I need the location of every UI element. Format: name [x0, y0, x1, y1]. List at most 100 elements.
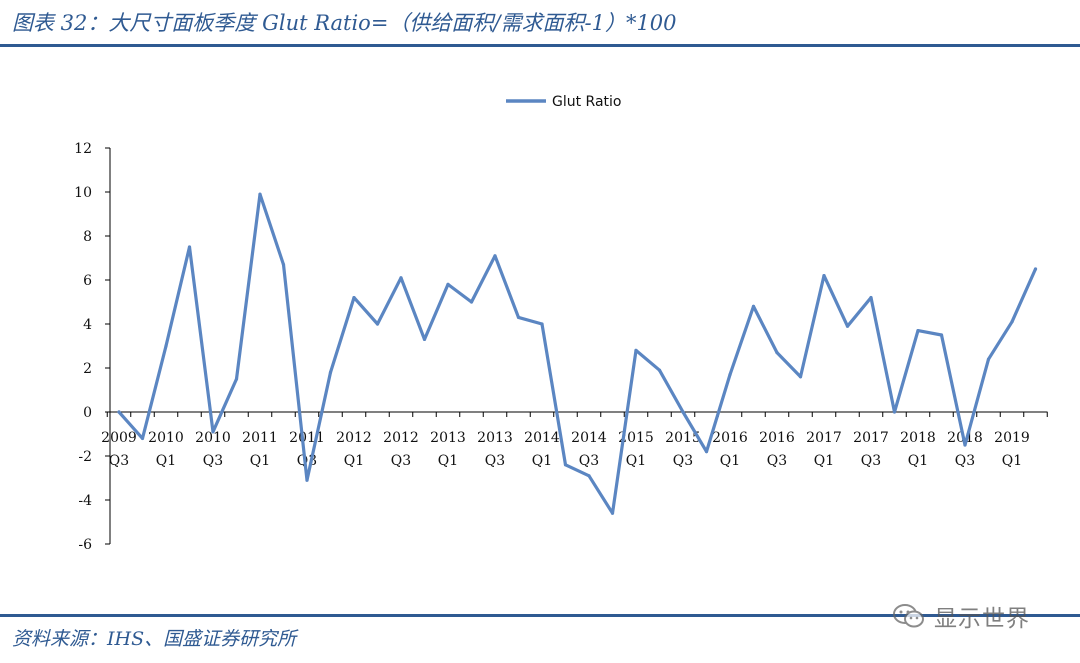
data-point — [187, 245, 192, 249]
x-tick-label-year: 2011 — [242, 430, 278, 446]
wechat-icon — [893, 604, 924, 628]
data-point — [963, 443, 967, 447]
chart-axes — [105, 147, 1048, 545]
data-point — [563, 463, 568, 467]
x-tick-label-quarter: Q1 — [908, 453, 928, 469]
x-tick-label-quarter: Q1 — [344, 453, 364, 469]
data-points — [117, 192, 1038, 515]
x-tick-label-year: 2016 — [759, 430, 795, 446]
x-tick-label-quarter: Q3 — [767, 453, 787, 469]
x-tick-label-year: 2009 — [101, 430, 137, 446]
watermark-text: 显示世界 — [934, 606, 1030, 632]
data-point — [704, 450, 709, 454]
y-tick-label: -4 — [78, 493, 92, 509]
data-point — [681, 410, 685, 414]
x-tick-label-quarter: Q1 — [1002, 453, 1022, 469]
x-tick-label-year: 2018 — [900, 430, 936, 446]
x-tick-label-quarter: Q3 — [109, 453, 129, 469]
x-tick-label-year: 2017 — [853, 430, 889, 446]
data-point — [516, 315, 521, 319]
data-point — [305, 478, 309, 482]
x-tick-label-year: 2010 — [195, 430, 231, 446]
data-point — [728, 373, 732, 377]
data-point — [657, 368, 662, 372]
x-tick-label-year: 2015 — [618, 430, 654, 446]
x-tick-label-year: 2017 — [806, 430, 842, 446]
data-point — [140, 436, 145, 440]
data-point — [587, 474, 591, 478]
source-rule — [0, 614, 1080, 617]
x-tick-label-quarter: Q1 — [626, 453, 646, 469]
data-point — [469, 300, 474, 304]
x-tick-label-year: 2019 — [994, 430, 1030, 446]
y-tick-label: 8 — [83, 229, 92, 245]
data-point — [117, 410, 121, 414]
x-tick-label-quarter: Q3 — [955, 453, 975, 469]
data-point — [892, 410, 897, 414]
data-point — [751, 304, 756, 308]
data-point — [446, 282, 450, 286]
data-point — [164, 344, 168, 348]
x-tick-label-quarter: Q1 — [814, 453, 834, 469]
data-point — [328, 370, 333, 374]
x-tick-label-quarter: Q3 — [203, 453, 223, 469]
title-rule — [0, 44, 1080, 47]
y-tick-label: 6 — [83, 273, 92, 289]
data-point — [493, 254, 497, 258]
data-point — [775, 351, 779, 355]
x-tick-label-quarter: Q3 — [861, 453, 881, 469]
data-point — [916, 329, 920, 333]
x-tick-label-year: 2014 — [571, 430, 607, 446]
x-tick-label-year: 2012 — [383, 430, 419, 446]
x-tick-label-quarter: Q3 — [485, 453, 505, 469]
data-point — [986, 357, 991, 361]
x-axis-tick-labels: 2009 Q3 2010 Q1 2010 Q3 2011 Q1 2011 Q3 2012 Q1 2012… — [101, 430, 1030, 469]
data-point — [822, 274, 826, 278]
y-tick-label: -2 — [78, 449, 92, 465]
x-tick-label-year: 2014 — [524, 430, 560, 446]
x-tick-label-quarter: Q1 — [250, 453, 270, 469]
data-point — [798, 375, 803, 379]
x-tick-label-year: 2010 — [148, 430, 184, 446]
figure-source: 资料来源：IHS、国盛证券研究所 — [12, 628, 297, 650]
data-point — [281, 263, 286, 267]
data-point — [869, 296, 873, 300]
x-tick-label-year: 2011 — [289, 430, 325, 446]
data-point — [845, 324, 850, 328]
y-tick-label: 4 — [83, 317, 92, 333]
data-point — [375, 322, 380, 326]
data-point — [939, 333, 944, 337]
x-tick-label-quarter: Q1 — [438, 453, 458, 469]
figure-title: 图表 32：大尺寸面板季度 Glut Ratio=（供给面积/需求面积-1）*1… — [12, 11, 677, 35]
y-tick-label: 2 — [83, 361, 92, 377]
watermark: 显示世界 — [892, 596, 1030, 636]
x-tick-label-quarter: Q1 — [720, 453, 740, 469]
data-point — [540, 322, 544, 326]
data-point — [399, 276, 403, 280]
data-point — [211, 430, 215, 434]
data-point — [352, 296, 356, 300]
data-point — [422, 337, 427, 341]
x-tick-label-year: 2012 — [336, 430, 372, 446]
x-tick-label-quarter: Q3 — [673, 453, 693, 469]
x-tick-label-quarter: Q3 — [579, 453, 599, 469]
y-tick-label: 12 — [74, 141, 92, 157]
legend-label-glut-ratio: Glut Ratio — [552, 94, 622, 110]
x-tick-label-quarter: Q1 — [532, 453, 552, 469]
x-tick-label-year: 2016 — [712, 430, 748, 446]
data-point — [610, 511, 615, 515]
x-tick-label-quarter: Q1 — [156, 453, 176, 469]
data-point — [634, 348, 638, 352]
data-point — [258, 192, 262, 196]
x-tick-label-year: 2013 — [430, 430, 466, 446]
y-tick-label: -6 — [78, 537, 92, 553]
x-tick-label-quarter: Q3 — [391, 453, 411, 469]
x-tick-label-year: 2015 — [665, 430, 701, 446]
chart-legend: Glut Ratio — [506, 94, 622, 110]
data-point — [1010, 320, 1014, 324]
y-tick-label: 0 — [83, 405, 92, 421]
series-line-glut-ratio — [117, 192, 1038, 515]
x-tick-label-year: 2013 — [477, 430, 513, 446]
y-tick-label: 10 — [74, 185, 92, 201]
